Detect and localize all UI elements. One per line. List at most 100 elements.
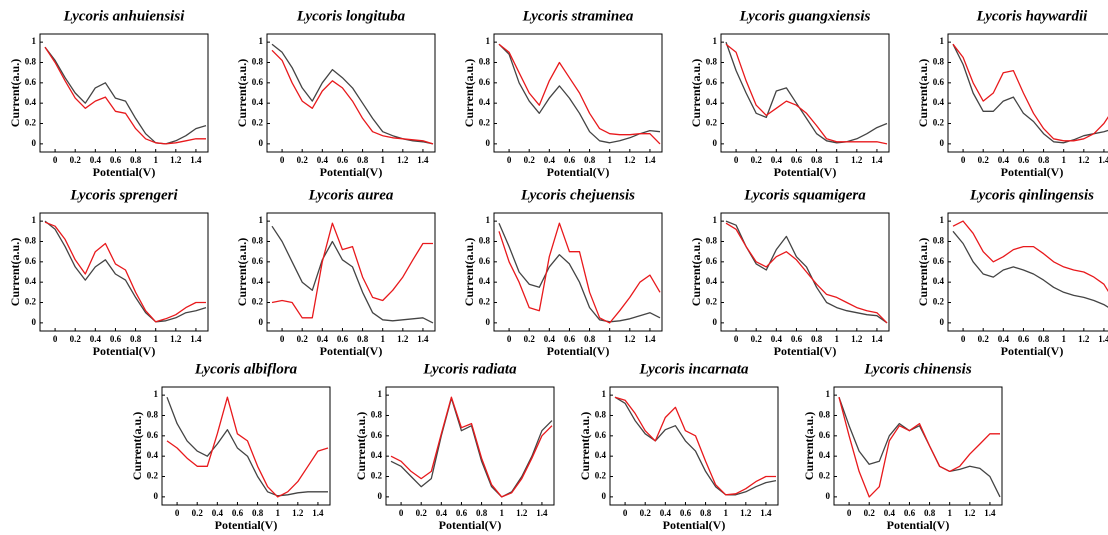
- y-axis-label: Current(a.u.): [689, 59, 703, 127]
- y-tick-label: 0.6: [706, 256, 718, 266]
- x-tick-label: 0.6: [232, 508, 244, 518]
- x-tick-label: 1: [499, 508, 504, 518]
- x-axis-label: Potential(V): [1001, 165, 1064, 179]
- x-tick-label: 1.4: [417, 155, 429, 165]
- x-tick-label: 0.8: [130, 334, 142, 344]
- plot-frame: [947, 33, 1108, 153]
- y-tick-label: 0.2: [479, 118, 491, 128]
- y-tick-label: 0.6: [371, 430, 383, 440]
- y-tick-label: 0.4: [252, 97, 264, 107]
- y-axis-label: Current(a.u.): [462, 238, 476, 306]
- y-tick-label: 0.4: [25, 276, 37, 286]
- series-line: [44, 221, 206, 323]
- y-tick-label: 0: [154, 491, 159, 501]
- x-tick-label: 0.2: [524, 155, 536, 165]
- x-tick-label: 0.4: [771, 334, 783, 344]
- chart-title: Lycoris chejuensis: [520, 187, 635, 203]
- plot-frame: [833, 386, 1003, 506]
- y-tick-label: 0.6: [706, 77, 718, 87]
- plot-frame: [720, 212, 890, 332]
- panel: Lycoris straminea 0 0.2 0.4 0.6 0.8 1 0 0.2 0.4 0.…: [462, 8, 663, 179]
- series-line: [271, 222, 433, 319]
- y-tick-label: 0.4: [147, 450, 159, 460]
- y-tick-label: 0.2: [252, 297, 264, 307]
- x-tick-label: 0.6: [564, 155, 576, 165]
- plot-frame: [493, 212, 663, 332]
- x-tick-label: 0.4: [212, 508, 224, 518]
- series-line: [498, 222, 661, 324]
- panel: Lycoris guangxiensis 0 0.2 0.4 0.6 0.8 1 0 0.2 0.…: [689, 8, 890, 179]
- panel: Lycoris incarnata 0 0.2 0.4 0.6 0.8 1 0 0.2 0.4 0.…: [578, 361, 779, 532]
- y-tick-label: 0.8: [819, 410, 831, 420]
- series-line: [271, 43, 434, 145]
- y-tick-label: 0.6: [479, 256, 491, 266]
- y-tick-label: 0.8: [252, 57, 264, 67]
- y-tick-label: 0: [940, 138, 945, 148]
- y-tick-label: 1: [713, 215, 718, 225]
- series-line: [44, 220, 207, 323]
- x-tick-label: 1: [834, 334, 839, 344]
- x-tick-label: 1.2: [624, 334, 636, 344]
- x-tick-label: 1.2: [170, 334, 182, 344]
- x-tick-label: 1.4: [871, 334, 883, 344]
- x-tick-label: 0.6: [337, 334, 349, 344]
- x-tick-label: 0.8: [1038, 155, 1050, 165]
- series-line: [271, 49, 434, 145]
- x-tick-label: 0.6: [456, 508, 468, 518]
- y-tick-label: 0.4: [706, 276, 718, 286]
- y-tick-label: 0.8: [147, 410, 159, 420]
- y-axis-label: Current(a.u.): [689, 238, 703, 306]
- chart-title: Lycoris radiata: [422, 361, 517, 377]
- series-line: [838, 396, 1001, 498]
- y-tick-label: 0.8: [595, 410, 607, 420]
- x-tick-label: 0.6: [110, 155, 122, 165]
- x-tick-label: 0.8: [924, 508, 936, 518]
- y-tick-label: 0.8: [25, 57, 37, 67]
- x-tick-label: 1.4: [984, 508, 996, 518]
- x-tick-label: 0.4: [884, 508, 896, 518]
- x-tick-label: 0: [175, 508, 180, 518]
- x-tick-label: 0.2: [70, 155, 82, 165]
- x-tick-label: 0: [53, 155, 58, 165]
- y-tick-label: 0.6: [252, 256, 264, 266]
- x-tick-label: 0.4: [317, 334, 329, 344]
- x-tick-label: 0.2: [978, 155, 990, 165]
- x-tick-label: 0: [507, 334, 512, 344]
- y-tick-label: 0.4: [706, 97, 718, 107]
- y-tick-label: 0.4: [479, 97, 491, 107]
- chart-title: Lycoris straminea: [522, 8, 634, 24]
- series-line: [498, 43, 661, 144]
- x-tick-label: 1: [947, 508, 952, 518]
- y-axis-label: Current(a.u.): [802, 412, 816, 480]
- x-tick-label: 0.8: [811, 155, 823, 165]
- plot-frame: [947, 212, 1108, 332]
- plot-frame: [161, 386, 331, 506]
- y-tick-label: 0.2: [706, 118, 718, 128]
- x-tick-label: 0.2: [416, 508, 428, 518]
- x-tick-label: 0.8: [1038, 334, 1050, 344]
- y-tick-label: 0: [602, 491, 607, 501]
- x-tick-label: 0.8: [476, 508, 488, 518]
- x-tick-label: 0: [961, 334, 966, 344]
- x-axis-label: Potential(V): [215, 518, 278, 532]
- y-axis-label: Current(a.u.): [354, 412, 368, 480]
- x-tick-label: 0.2: [524, 334, 536, 344]
- x-tick-label: 1: [607, 334, 612, 344]
- x-tick-label: 0.4: [544, 155, 556, 165]
- panel: Lycoris qinlingensis 0 0.2 0.4 0.6 0.8 1 0 0.2 0.…: [916, 187, 1108, 358]
- x-tick-label: 0: [847, 508, 852, 518]
- x-tick-label: 1.2: [397, 155, 409, 165]
- x-tick-label: 1.4: [536, 508, 548, 518]
- x-tick-label: 0.4: [90, 334, 102, 344]
- y-tick-label: 0.8: [479, 57, 491, 67]
- x-tick-label: 1.2: [1078, 155, 1090, 165]
- chart-title: Lycoris longituba: [296, 8, 406, 24]
- x-axis-label: Potential(V): [887, 518, 950, 532]
- x-tick-label: 0.2: [978, 334, 990, 344]
- x-tick-label: 0: [280, 334, 285, 344]
- y-tick-label: 0.4: [252, 276, 264, 286]
- x-tick-label: 1.4: [760, 508, 772, 518]
- x-tick-label: 0.2: [297, 155, 309, 165]
- chart-title: Lycoris anhuiensisi: [63, 8, 186, 24]
- x-tick-label: 1.2: [516, 508, 528, 518]
